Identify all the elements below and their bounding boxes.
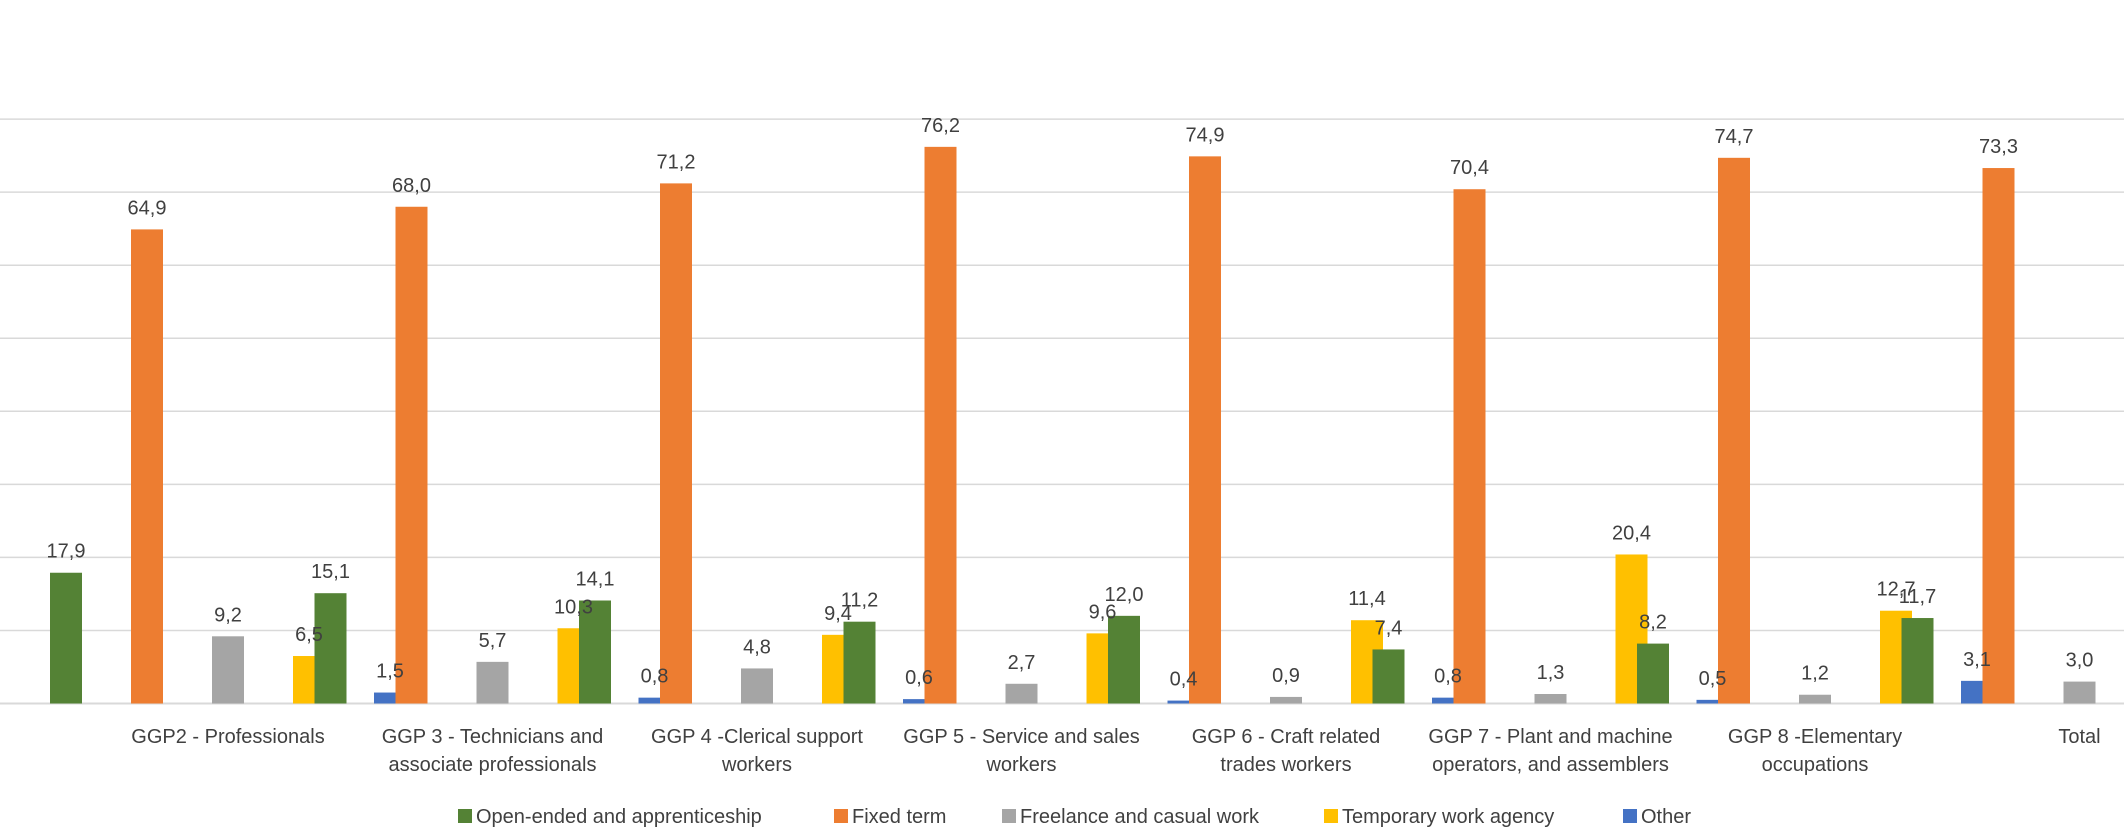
bar xyxy=(1189,156,1221,704)
bar xyxy=(212,636,244,704)
legend-entry: Temporary work agency xyxy=(1342,806,1554,828)
data-label: 0,8 xyxy=(1434,666,1462,688)
x-tick-label: GGP 7 - Plant and machine xyxy=(1428,726,1672,748)
bar xyxy=(50,572,82,704)
bar xyxy=(1696,699,1729,704)
data-label: 6,5 xyxy=(295,624,323,646)
data-label: 10,3 xyxy=(554,596,593,618)
bar xyxy=(579,600,611,704)
bar xyxy=(1982,168,2015,704)
data-label: 9,6 xyxy=(1089,601,1117,623)
data-label: 8,2 xyxy=(1639,612,1667,634)
data-label: 7,4 xyxy=(1375,617,1403,639)
data-label: 14,1 xyxy=(576,568,615,590)
legend-entry: Freelance and casual work xyxy=(1020,806,1260,828)
legend-entry: Fixed term xyxy=(852,806,946,828)
data-label: 9,4 xyxy=(824,603,852,625)
bar xyxy=(1534,694,1567,704)
x-tick-label: Total xyxy=(2058,726,2100,748)
bar xyxy=(395,206,428,704)
data-label: 68,0 xyxy=(392,175,431,197)
bar xyxy=(1432,697,1464,704)
data-label: 15,1 xyxy=(311,561,350,583)
data-label: 1,5 xyxy=(376,661,404,683)
data-label: 1,3 xyxy=(1537,662,1565,684)
data-label: 5,7 xyxy=(479,630,507,652)
x-tick-label: GGP 5 - Service and sales xyxy=(903,726,1139,748)
legend-swatch xyxy=(1002,809,1016,823)
x-tick-label: GGP 6 - Craft related xyxy=(1192,726,1381,748)
data-label: 11,2 xyxy=(841,590,878,612)
bar xyxy=(660,183,692,704)
bar xyxy=(1005,683,1038,704)
legend-entry: Open-ended and apprenticeship xyxy=(476,806,762,828)
x-tick-label: occupations xyxy=(1762,754,1869,776)
data-label: 1,2 xyxy=(1801,663,1829,685)
bar xyxy=(1453,189,1486,704)
data-label: 0,6 xyxy=(905,667,933,689)
x-tick-label: operators, and assemblers xyxy=(1432,754,1669,776)
legend-swatch xyxy=(458,809,472,823)
legend-swatch xyxy=(834,809,848,823)
bar xyxy=(638,697,671,704)
data-label: 20,4 xyxy=(1612,522,1651,544)
legend-swatch xyxy=(1324,809,1338,823)
bar xyxy=(1799,694,1831,704)
bar xyxy=(1901,618,1934,704)
data-labels: 17,9 64,9 9,2 6,5 1,5 15,1 68,0 5,7 10,3 0,8 14,1 7… xyxy=(47,115,2094,691)
data-label: 73,3 xyxy=(1979,136,2018,158)
bar xyxy=(1637,643,1669,704)
x-tick-label: workers xyxy=(985,754,1056,776)
data-label: 0,9 xyxy=(1272,665,1300,687)
x-axis: GGP2 - Professionals GGP 3 - Technicians … xyxy=(131,726,2100,776)
bar xyxy=(1372,649,1405,704)
bar xyxy=(903,699,935,704)
data-label: 3,1 xyxy=(1963,649,1991,671)
legend: Open-ended and apprenticeship Fixed term F… xyxy=(458,806,1691,828)
x-tick-label: workers xyxy=(721,754,792,776)
data-label: 71,2 xyxy=(657,151,696,173)
bar xyxy=(741,668,773,704)
data-label: 11,4 xyxy=(1348,588,1385,610)
x-tick-label: GGP 8 -Elementary xyxy=(1728,726,1902,748)
bar xyxy=(843,621,876,704)
data-label: 3,0 xyxy=(2066,650,2094,672)
legend-entry: Other xyxy=(1641,806,1691,828)
data-label: 64,9 xyxy=(128,197,167,219)
data-label: 12,0 xyxy=(1105,584,1144,606)
bar xyxy=(374,692,406,704)
data-label: 0,4 xyxy=(1170,669,1198,691)
data-label: 17,9 xyxy=(47,541,86,563)
x-tick-label: GGP2 - Professionals xyxy=(131,726,324,748)
data-label: 4,8 xyxy=(743,636,771,658)
bar xyxy=(1270,696,1302,704)
x-tick-label: GGP 3 - Technicians and xyxy=(382,726,604,748)
data-label: 9,2 xyxy=(214,604,242,626)
x-tick-label: GGP 4 -Clerical support xyxy=(651,726,863,748)
gridlines xyxy=(0,118,2124,705)
bar xyxy=(924,146,957,704)
data-label: 76,2 xyxy=(921,115,960,137)
bar xyxy=(1108,615,1140,704)
bar xyxy=(2063,681,2096,704)
data-label: 12,7 xyxy=(1877,579,1916,601)
data-label: 2,7 xyxy=(1008,652,1036,674)
data-label: 11,7 xyxy=(1899,586,1936,608)
data-label: 74,7 xyxy=(1715,126,1754,148)
bar xyxy=(1718,157,1750,704)
bar xyxy=(131,229,163,704)
x-tick-label: trades workers xyxy=(1220,754,1351,776)
bar xyxy=(314,593,347,704)
bars xyxy=(50,146,2096,704)
legend-swatch xyxy=(1623,809,1637,823)
x-tick-label: associate professionals xyxy=(389,754,597,776)
data-label: 0,5 xyxy=(1699,668,1727,690)
bar xyxy=(1167,700,1200,704)
data-label: 0,8 xyxy=(641,666,669,688)
bar xyxy=(476,661,509,704)
data-label: 70,4 xyxy=(1450,157,1489,179)
data-label: 74,9 xyxy=(1186,124,1225,146)
